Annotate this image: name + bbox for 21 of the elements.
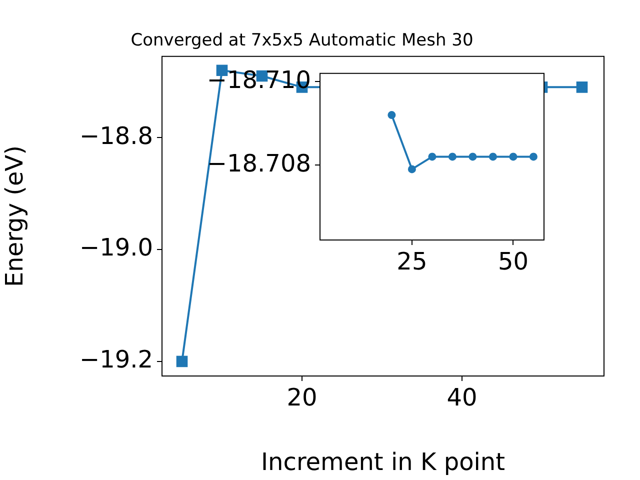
point [448, 152, 456, 161]
point [176, 356, 188, 368]
y-axis-title: Energy (eV) [0, 145, 29, 287]
point [509, 152, 518, 161]
x-tick-label: 50 [498, 248, 528, 276]
x-tick-label: 25 [396, 248, 428, 276]
point [529, 152, 538, 161]
y-tick-label: −19.0 [79, 234, 153, 262]
chart-title: Converged at 7x5x5 Automatic Mesh 30 [130, 30, 474, 51]
point [408, 165, 416, 174]
point [428, 152, 436, 161]
y-tick-label: −18.8 [79, 122, 153, 150]
point [468, 152, 477, 161]
point [488, 152, 497, 161]
point [576, 82, 588, 93]
x-tick-label: 40 [446, 384, 478, 412]
point [388, 111, 396, 120]
y-tick-label: −18.708 [206, 149, 311, 178]
y-tick-label: −19.2 [79, 346, 153, 374]
x-axis-title: Increment in K point [260, 448, 506, 476]
x-tick-label: 20 [286, 384, 318, 412]
